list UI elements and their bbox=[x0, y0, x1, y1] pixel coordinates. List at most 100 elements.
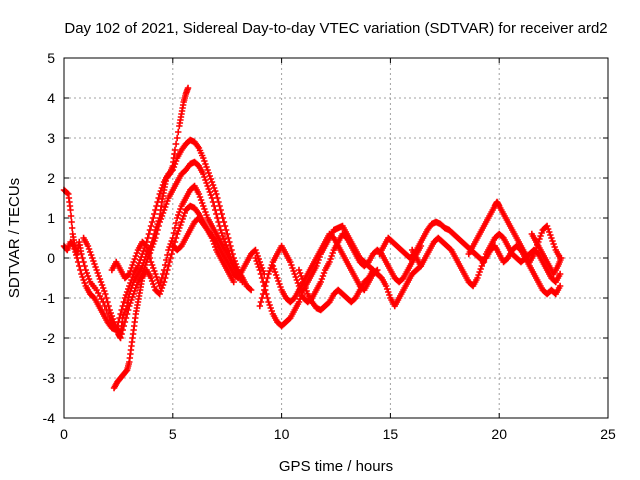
data-point bbox=[172, 140, 180, 148]
data-point bbox=[147, 222, 155, 230]
data-point bbox=[291, 270, 298, 278]
data-point bbox=[268, 307, 276, 315]
data-point bbox=[157, 187, 165, 195]
data-point bbox=[202, 176, 209, 184]
data-point bbox=[160, 206, 168, 214]
data-point bbox=[71, 245, 78, 253]
data-point bbox=[256, 266, 264, 274]
data-point bbox=[201, 157, 208, 165]
data-point bbox=[202, 208, 209, 216]
data-point bbox=[127, 299, 134, 307]
data-point bbox=[219, 214, 227, 222]
data-point bbox=[262, 282, 269, 290]
data-point bbox=[79, 254, 86, 262]
data-point bbox=[222, 226, 230, 234]
data-point bbox=[203, 211, 210, 219]
data-point bbox=[161, 203, 169, 211]
x-tick-label: 20 bbox=[491, 426, 507, 442]
data-point bbox=[139, 250, 146, 258]
data-point bbox=[147, 274, 155, 282]
data-point bbox=[296, 269, 304, 277]
data-point bbox=[146, 226, 154, 234]
data-point bbox=[121, 294, 129, 302]
data-point bbox=[96, 275, 104, 283]
data-point bbox=[213, 210, 220, 218]
data-point bbox=[369, 266, 377, 274]
data-point bbox=[85, 245, 93, 253]
data-point bbox=[214, 194, 221, 202]
data-point bbox=[214, 214, 221, 222]
data-point bbox=[274, 274, 281, 282]
data-point bbox=[122, 291, 130, 299]
data-point bbox=[266, 301, 273, 309]
data-point bbox=[158, 274, 166, 282]
data-point bbox=[99, 284, 107, 292]
series-track-14 bbox=[482, 242, 564, 298]
data-point bbox=[536, 235, 543, 243]
data-point bbox=[253, 257, 260, 265]
data-point bbox=[67, 206, 74, 214]
data-point bbox=[68, 218, 75, 226]
data-point bbox=[303, 287, 310, 295]
data-point bbox=[246, 285, 254, 293]
data-point bbox=[157, 215, 165, 223]
data-point bbox=[88, 251, 95, 259]
data-point bbox=[126, 282, 133, 290]
data-point bbox=[156, 190, 163, 198]
data-point bbox=[129, 293, 136, 301]
data-point bbox=[108, 312, 116, 320]
data-point bbox=[209, 198, 217, 206]
data-point bbox=[537, 232, 544, 240]
x-tick-label: 5 bbox=[169, 426, 177, 442]
data-point bbox=[227, 242, 234, 250]
data-point bbox=[264, 294, 271, 302]
data-point bbox=[217, 226, 224, 234]
data-point bbox=[116, 314, 123, 322]
data-point bbox=[171, 224, 179, 232]
data-point bbox=[267, 304, 274, 312]
data-point bbox=[152, 270, 159, 278]
data-point bbox=[154, 198, 161, 206]
data-point bbox=[210, 184, 218, 192]
data-point bbox=[215, 198, 222, 206]
data-point bbox=[260, 286, 268, 294]
data-point bbox=[72, 248, 79, 256]
data-point bbox=[209, 181, 217, 189]
data-point bbox=[207, 175, 215, 183]
data-point bbox=[86, 248, 94, 256]
data-point bbox=[326, 258, 333, 266]
data-point bbox=[270, 265, 278, 273]
x-tick-label: 15 bbox=[383, 426, 399, 442]
data-point bbox=[142, 241, 149, 249]
data-point bbox=[132, 284, 140, 292]
data-point bbox=[154, 226, 161, 234]
data-point bbox=[549, 237, 556, 245]
data-point bbox=[168, 167, 175, 175]
data-point bbox=[317, 278, 324, 286]
data-point bbox=[550, 240, 557, 248]
data-point bbox=[319, 272, 327, 280]
data-point bbox=[153, 230, 160, 238]
data-point bbox=[175, 211, 182, 219]
data-point bbox=[196, 193, 204, 201]
data-point bbox=[543, 222, 551, 230]
data-point bbox=[276, 280, 283, 288]
data-point bbox=[220, 235, 228, 243]
data-point bbox=[118, 306, 125, 314]
y-tick-label: -1 bbox=[43, 290, 56, 306]
data-point bbox=[173, 134, 181, 142]
data-point bbox=[159, 181, 167, 189]
series-track-11 bbox=[376, 218, 488, 266]
data-point bbox=[145, 230, 153, 238]
data-point bbox=[204, 166, 211, 174]
data-point bbox=[287, 258, 294, 266]
data-point bbox=[122, 314, 130, 322]
data-point bbox=[80, 276, 87, 284]
data-point bbox=[272, 271, 280, 279]
data-point bbox=[155, 222, 162, 230]
data-point bbox=[168, 250, 175, 258]
data-point bbox=[202, 160, 209, 168]
data-point bbox=[212, 206, 219, 214]
data-point bbox=[158, 212, 166, 220]
